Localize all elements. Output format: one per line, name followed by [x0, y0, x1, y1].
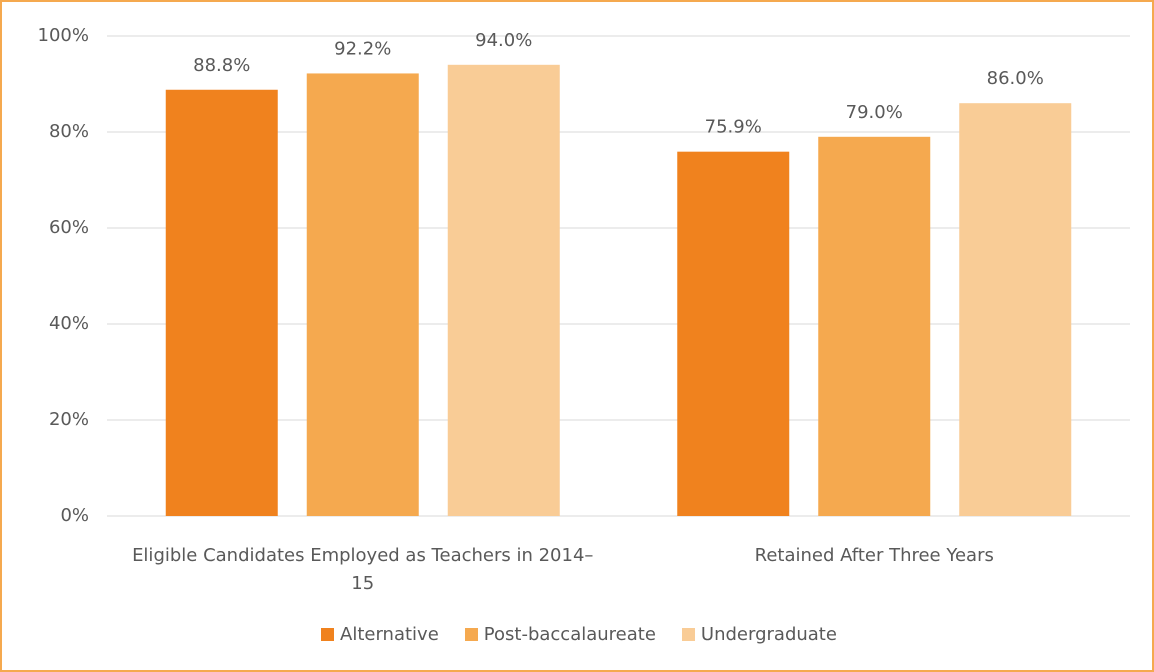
- y-tick-label: 100%: [38, 25, 89, 46]
- legend-item: Undergraduate: [681, 624, 837, 645]
- data-label: 86.0%: [987, 68, 1044, 89]
- y-tick-label: 40%: [49, 313, 89, 334]
- legend: Alternative Post-baccalaureate Undergradua…: [2, 624, 1154, 645]
- data-label: 94.0%: [475, 30, 532, 51]
- bar: [165, 89, 278, 516]
- data-label: 92.2%: [334, 38, 391, 59]
- bar: [959, 103, 1072, 516]
- legend-swatch: [681, 628, 695, 641]
- legend-label: Alternative: [340, 624, 439, 645]
- y-tick-label: 60%: [49, 217, 89, 238]
- bar: [306, 73, 419, 516]
- y-tick-label: 80%: [49, 121, 89, 142]
- legend-label: Post-baccalaureate: [483, 624, 656, 645]
- legend-item: Alternative: [321, 624, 439, 645]
- bar: [818, 136, 931, 517]
- legend-swatch: [464, 628, 478, 641]
- legend-swatch: [321, 628, 335, 641]
- y-tick-label: 20%: [49, 409, 89, 430]
- data-label: 75.9%: [705, 117, 762, 138]
- data-label: 79.0%: [846, 102, 903, 123]
- x-tick-label: Retained After Three Years: [754, 545, 994, 566]
- bar: [677, 151, 790, 516]
- legend-label: Undergraduate: [700, 624, 837, 645]
- x-tick-label: Eligible Candidates Employed as Teachers…: [132, 545, 594, 594]
- data-label: 88.8%: [193, 55, 250, 76]
- legend-item: Post-baccalaureate: [464, 624, 656, 645]
- y-tick-label: 0%: [60, 505, 89, 526]
- bar: [447, 64, 560, 517]
